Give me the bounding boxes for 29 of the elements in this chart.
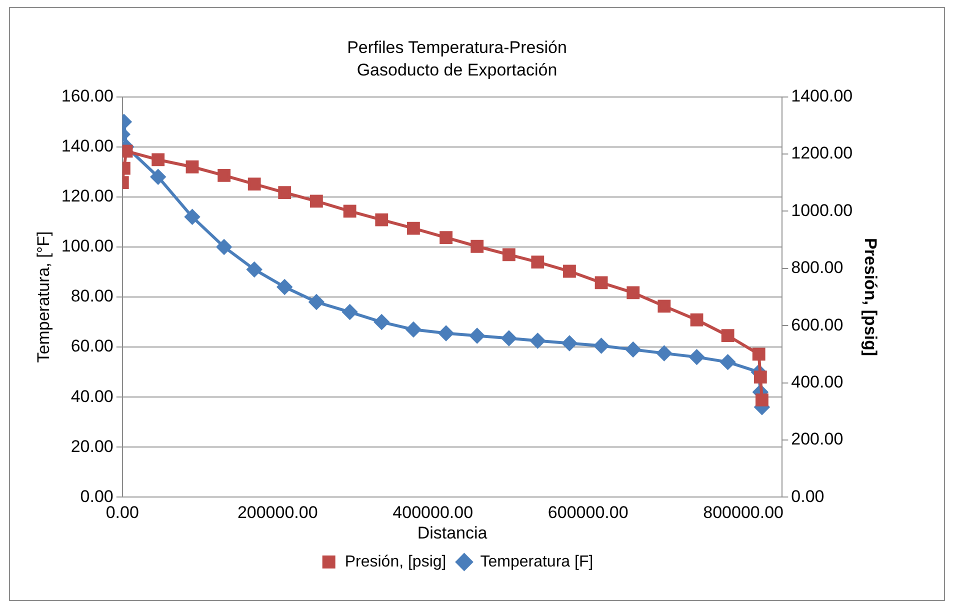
y-tick-label: 80.00	[70, 286, 114, 306]
y2-tick-label: 0.00	[791, 486, 824, 506]
legend-label: Presión, [psig]	[344, 553, 446, 570]
x-tick-label: 800000.00	[703, 503, 784, 522]
x-tick-label: 600000.00	[548, 503, 628, 522]
x-tick-label: 400000.00	[392, 503, 474, 522]
chart-subtitle: Gasoducto de Exportación	[356, 60, 558, 80]
y2-tick-label: 200.00	[791, 430, 844, 449]
y2-tick-label: 400.00	[791, 372, 844, 392]
y-tick-label: 160.00	[61, 86, 114, 106]
y-tick-label: 140.00	[61, 136, 114, 156]
y2-axis-title: Presión, [psig]	[861, 238, 880, 356]
y-tick-label: 0.00	[80, 486, 114, 506]
y-tick-label: 60.00	[70, 336, 114, 356]
chart-title: Perfiles Temperatura-Presión	[347, 38, 567, 57]
y2-tick-label: 1400.00	[791, 86, 853, 106]
y-tick-label: 20.00	[70, 436, 114, 456]
y2-tick-label: 1200.00	[791, 144, 853, 163]
y-tick-label: 40.00	[70, 386, 114, 406]
y-axis-title: Temperatura, [°F]	[34, 231, 53, 363]
y2-tick-label: 600.00	[791, 315, 844, 334]
x-tick-label: 200000.00	[237, 503, 318, 522]
legend-label: Temperatura [F]	[480, 553, 594, 570]
y2-tick-label: 800.00	[791, 258, 844, 278]
x-tick-label: 0.00	[106, 503, 139, 522]
y-tick-label: 120.00	[61, 186, 114, 206]
y-tick-label: 100.00	[61, 236, 114, 256]
x-axis-title: Distancia	[417, 523, 488, 542]
y2-tick-label: 1000.00	[791, 200, 853, 220]
